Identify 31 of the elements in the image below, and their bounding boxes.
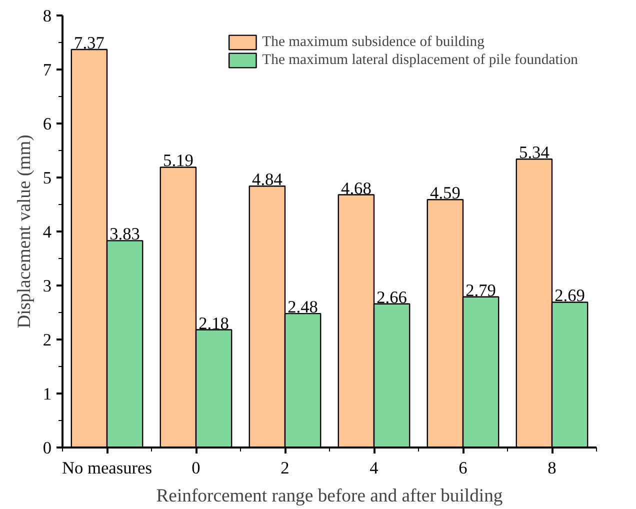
x-tick-label: 6 <box>458 458 468 478</box>
data-label: 2.18 <box>198 314 229 333</box>
data-label: 4.84 <box>252 170 283 190</box>
data-label: 4.68 <box>341 178 372 198</box>
y-tick-label: 5 <box>42 168 52 188</box>
y-tick-label: 2 <box>42 330 52 350</box>
data-label: 5.19 <box>163 151 194 170</box>
y-tick-label: 0 <box>42 438 52 458</box>
data-label: 5.34 <box>519 143 550 162</box>
data-label: 2.66 <box>376 288 408 307</box>
data-label: 2.69 <box>554 286 585 306</box>
data-label: 2.79 <box>466 280 496 300</box>
x-tick-label: 0 <box>192 458 200 478</box>
x-tick-label: 8 <box>548 458 556 478</box>
legend-label: The maximum lateral displacement of pile foundation <box>262 52 578 68</box>
y-tick-label: 4 <box>42 222 52 242</box>
y-tick-label: 7 <box>42 60 52 80</box>
data-label: 4.59 <box>430 184 460 203</box>
x-tick-label: 2 <box>280 458 290 478</box>
y-tick-label: 8 <box>42 6 52 26</box>
data-label: 3.83 <box>110 224 140 244</box>
data-label: 2.48 <box>288 298 318 317</box>
y-tick-label: 3 <box>42 276 52 296</box>
x-tick-label: No measures <box>62 458 152 478</box>
x-axis-title: Reinforcement range before and after building <box>156 486 503 506</box>
y-tick-label: 6 <box>42 114 52 134</box>
legend-label: The maximum subsidence of building <box>262 34 484 50</box>
y-tick-label: 1 <box>42 384 52 404</box>
data-label: 7.37 <box>74 34 105 53</box>
y-axis-title: Displacement value (mm) <box>14 134 35 328</box>
x-tick-label: 4 <box>370 458 379 478</box>
